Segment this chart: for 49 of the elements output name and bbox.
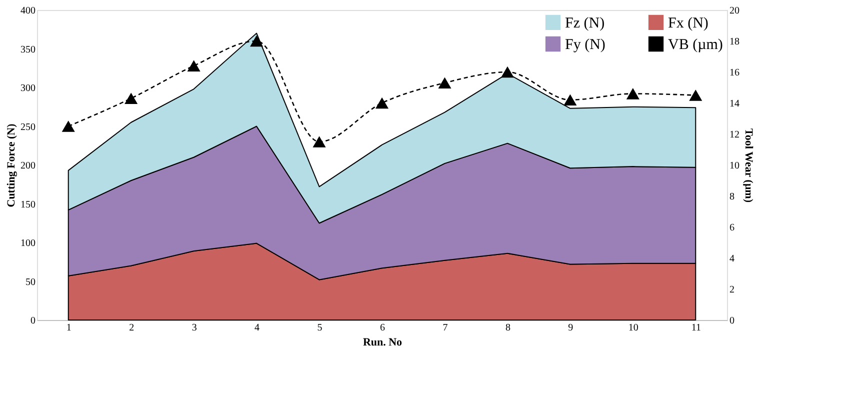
y-tick-label: 50	[26, 276, 36, 288]
y2-tick-label: 20	[730, 6, 740, 16]
point	[250, 35, 264, 47]
x-tick-label: 7	[442, 322, 448, 334]
y-tick-label: 0	[30, 316, 36, 326]
x-tick-label: 10	[628, 322, 638, 334]
x-tick-label: 1	[66, 322, 72, 334]
x-tick-label: 2	[129, 322, 134, 334]
x-tick-label: 6	[380, 322, 385, 334]
legend-label: Fx (N)	[668, 15, 708, 32]
y2-tick-label: 8	[730, 192, 734, 202]
x-tick-label: 4	[254, 322, 260, 334]
point	[626, 88, 640, 100]
y-tick-label: 400	[20, 6, 36, 16]
point	[689, 90, 702, 101]
point	[500, 66, 514, 78]
point	[62, 120, 75, 132]
y-axis-title: Cutting Force (N)	[6, 123, 18, 208]
legend-label: Fz (N)	[565, 15, 605, 32]
x-tick-label: 3	[192, 322, 197, 334]
y2-tick-label: 2	[730, 284, 734, 296]
y-tick-label: 100	[20, 238, 36, 249]
point	[375, 97, 389, 109]
y-tick-label: 350	[20, 44, 36, 56]
y2-tick-label: 12	[730, 130, 740, 140]
point	[187, 60, 200, 72]
y-tick-label: 250	[20, 122, 36, 133]
y-tick-label: 300	[20, 83, 36, 94]
y2-tick-label: 18	[730, 36, 740, 48]
y2-tick-label: 10	[730, 160, 740, 172]
x-tick-label: 11	[691, 322, 701, 334]
x-tick-label: 5	[317, 322, 322, 334]
x-tick-label: 8	[505, 322, 510, 334]
point	[312, 136, 326, 148]
y2-axis-title: Tool Wear (µm)	[742, 128, 754, 203]
y2-tick-label: 4	[730, 254, 734, 264]
point	[564, 94, 577, 106]
y-tick-label: 150	[20, 199, 36, 210]
point	[438, 77, 452, 88]
point	[124, 92, 138, 104]
y2-tick-label: 6	[730, 222, 734, 234]
y2-tick-label: 0	[730, 316, 734, 326]
x-axis-title: Run. No	[362, 336, 403, 348]
y2-tick-label: 14	[730, 98, 740, 110]
legend-label: Fy (N)	[565, 37, 606, 53]
legend-label: VB (µm)	[668, 37, 723, 53]
y-tick-label: 200	[20, 160, 36, 172]
x-tick-label: 9	[568, 322, 574, 334]
y2-tick-label: 16	[730, 68, 740, 78]
